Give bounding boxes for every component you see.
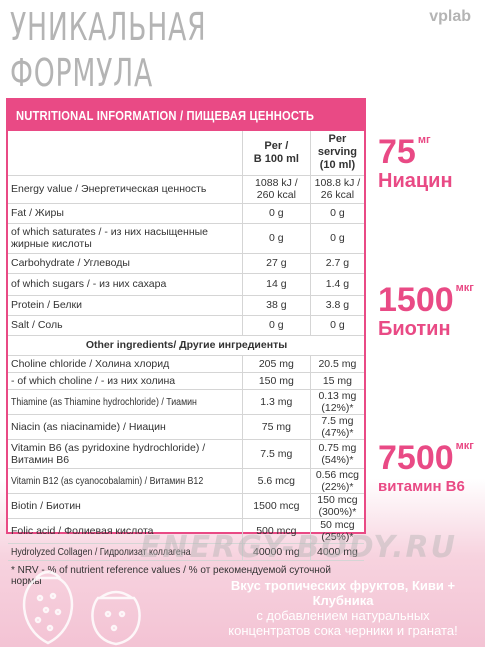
table-row: of which saturates / - из них насыщенные… [8,223,364,254]
table-row: Protein / Белки 38 g 3.8 g [8,295,364,316]
headline-line1: УНИКАЛЬНАЯ [10,5,207,49]
table-row: - of which choline / - из них холина 150 … [8,372,364,390]
flavor-title: Вкус тропических фруктов, Киви + Клубник… [230,578,456,608]
flavor-line2: с добавлением натуральных [256,608,430,623]
nutrition-table: NUTRITIONAL INFORMATION / ПИЩЕВАЯ ЦЕННОС… [6,98,366,587]
stat-value: 7500 [378,439,454,477]
headline-line2: ФОРМУЛА [10,51,154,95]
table-row: Niacin (as niacinamide) / Ниацин 75 mg 7.5… [8,414,364,440]
table-row: Carbohydrate / Углеводы 27 g 2.7 g [8,253,364,274]
stat-vitamin-b6: 7500 мкг витамин B6 [378,440,474,498]
stat-biotin: 1500 мкг Биотин [378,282,474,340]
stat-label: Биотин [378,318,451,340]
stat-value: 75 [378,133,416,171]
flavor-line3: концентратов сока черники и граната! [228,623,458,638]
nutrition-grid: Per / В 100 ml Per serving (10 ml) Energy … [8,131,364,561]
table-row: Vitamin B12 (as cyanocobalamin) / Витами… [8,468,364,494]
header-blank [8,131,243,176]
stat-unit: мкг [455,440,474,452]
table-row: Vitamin B6 (as pyridoxine hydrochloride)… [8,439,364,469]
header-per-100ml: Per / В 100 ml [242,131,311,176]
brand-logo: vplab [429,8,471,25]
headline: УНИКАЛЬНАЯ ФОРМУЛА [10,4,206,96]
header-per-serving: Per serving (10 ml) [310,131,364,176]
stat-unit: мкг [455,282,474,294]
other-ingredients-heading: Other ingredients/ Другие ингредиенты [8,335,364,356]
table-row: Hydrolyzed Collagen / Гидролизат коллаге… [8,543,364,561]
stat-unit: мг [417,134,431,146]
nrv-footnote: * NRV - % of nutrient reference values /… [11,564,331,587]
stat-value: 1500 [378,281,454,319]
table-row: Biotin / Биотин 1500 mcg 150 mcg (300%)* [8,493,364,519]
table-row: Choline chloride / Холина хлорид 205 mg 20… [8,355,364,373]
table-row: Folic acid / Фолиевая кислота 500 mcg 50 m… [8,518,364,544]
stat-label: Ниацин [378,170,453,192]
stat-niacin: 75 мг Ниацин [378,134,453,192]
strawberry-illustration [22,570,141,646]
stat-label: витамин B6 [378,478,465,495]
watermark: ENERGY-BODY.RU [140,530,457,565]
table-row: Thiamine (as Thiamine hydrochloride) / Т… [8,389,364,415]
flavor-description: Вкус тропических фруктов, Киви + Клубник… [208,578,478,638]
table-title: NUTRITIONAL INFORMATION / ПИЩЕВАЯ ЦЕННОС… [8,100,364,131]
table-row: Energy value / Энергетическая ценность 10… [8,175,364,204]
table-row: of which sugars / - из них сахара 14 g 1.4… [8,273,364,296]
